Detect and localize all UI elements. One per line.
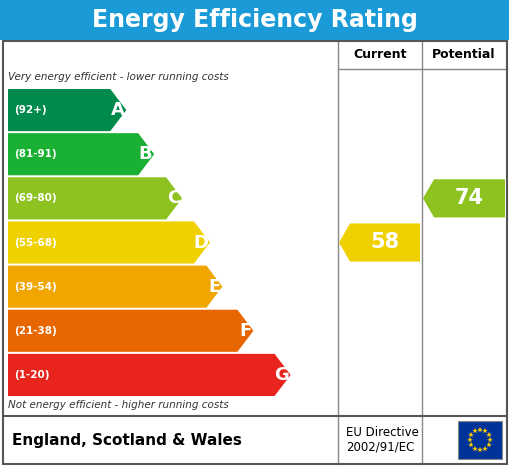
Text: Current: Current xyxy=(353,49,407,62)
Text: (69-80): (69-80) xyxy=(14,193,56,203)
Text: (1-20): (1-20) xyxy=(14,370,49,380)
Text: D: D xyxy=(193,234,208,252)
Bar xyxy=(0,0,509,40)
Polygon shape xyxy=(8,89,126,131)
Text: (81-91): (81-91) xyxy=(14,149,56,159)
Polygon shape xyxy=(8,310,253,352)
Polygon shape xyxy=(8,221,210,263)
Text: (21-38): (21-38) xyxy=(14,326,56,336)
Text: (39-54): (39-54) xyxy=(14,282,56,292)
Text: E: E xyxy=(208,278,220,296)
Text: G: G xyxy=(274,366,289,384)
Polygon shape xyxy=(339,223,420,262)
Text: EU Directive
2002/91/EC: EU Directive 2002/91/EC xyxy=(346,426,419,454)
Text: 58: 58 xyxy=(371,233,400,253)
Text: (55-68): (55-68) xyxy=(14,238,56,248)
Text: Potential: Potential xyxy=(432,49,496,62)
Polygon shape xyxy=(8,177,182,219)
Text: England, Scotland & Wales: England, Scotland & Wales xyxy=(12,432,242,447)
Bar xyxy=(458,421,502,459)
Polygon shape xyxy=(423,179,505,218)
Text: Very energy efficient - lower running costs: Very energy efficient - lower running co… xyxy=(8,72,229,82)
Text: C: C xyxy=(167,189,180,207)
Text: A: A xyxy=(110,101,124,119)
Text: Not energy efficient - higher running costs: Not energy efficient - higher running co… xyxy=(8,400,229,410)
Text: F: F xyxy=(239,322,251,340)
Polygon shape xyxy=(8,354,291,396)
Polygon shape xyxy=(8,266,222,308)
Polygon shape xyxy=(8,133,154,175)
Text: (92+): (92+) xyxy=(14,105,47,115)
Text: 74: 74 xyxy=(455,188,484,208)
Text: B: B xyxy=(138,145,152,163)
Text: Energy Efficiency Rating: Energy Efficiency Rating xyxy=(92,8,417,32)
